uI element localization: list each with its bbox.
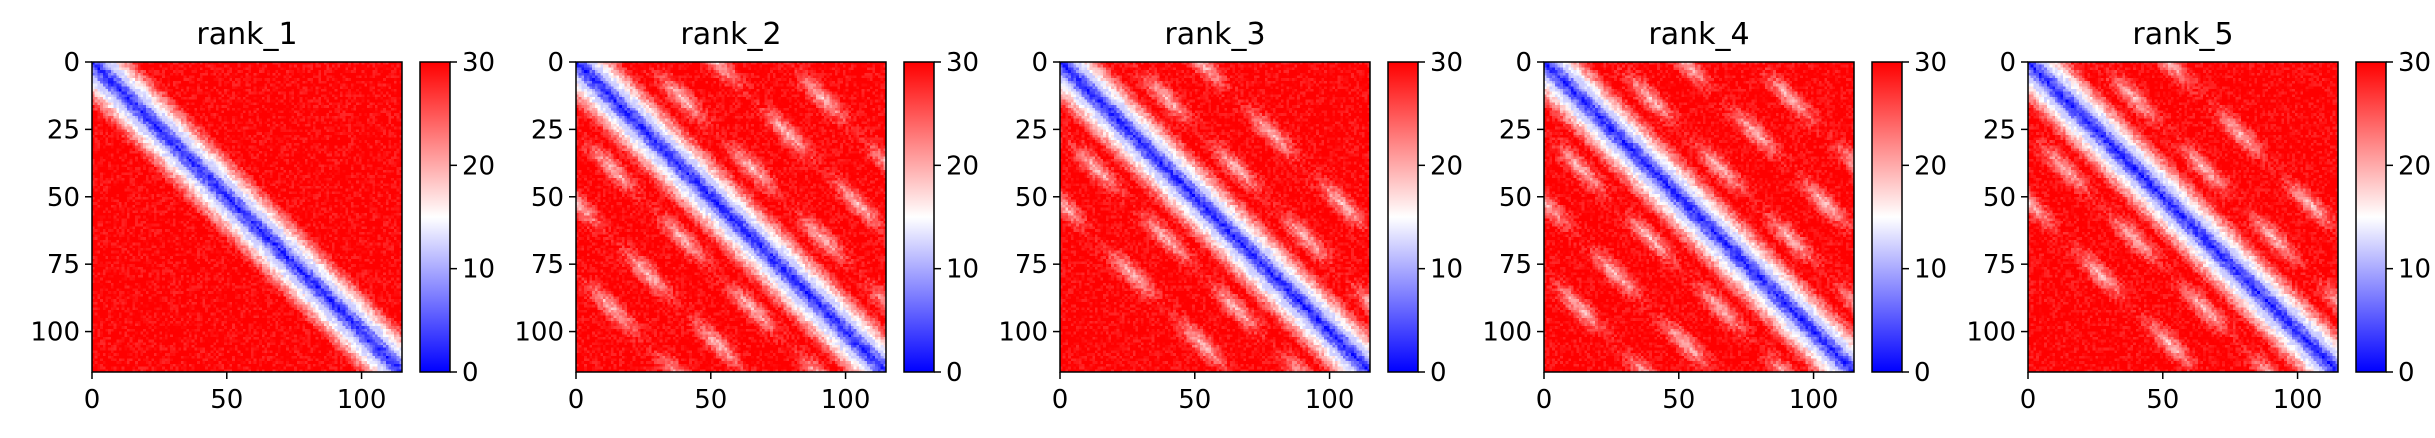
- y-tick-label: 75: [1499, 250, 1532, 280]
- colorbar-tick-label: 20: [1914, 151, 1947, 181]
- panel-title: rank_3: [1164, 17, 1265, 52]
- colorbar-tick-label: 30: [2398, 48, 2431, 78]
- panel-2: rank_2 0 50 100 0 25 50 75 100 0 10 20 30: [514, 17, 979, 415]
- y-tick-label: 75: [1983, 250, 2016, 280]
- panel-title: rank_1: [196, 17, 297, 52]
- colorbar-tick-label: 0: [946, 358, 963, 388]
- colorbar-tick-label: 0: [1430, 358, 1447, 388]
- panel-3: rank_3 0 50 100 0 25 50 75 100 0 10 20 30: [998, 17, 1463, 415]
- colorbar-tick-label: 20: [2398, 151, 2431, 181]
- y-tick-label: 25: [1499, 115, 1532, 145]
- y-tick-label: 25: [1015, 115, 1048, 145]
- y-tick-label: 0: [1515, 48, 1532, 78]
- colorbar-tick-label: 30: [1914, 48, 1947, 78]
- colorbar-tick-label: 20: [462, 151, 495, 181]
- panel-5: rank_5 0 50 100 0 25 50 75 100 0 10 20 30: [1966, 17, 2431, 415]
- colorbar: [903, 61, 935, 373]
- axes-frame: [575, 61, 887, 373]
- y-tick-label: 0: [1999, 48, 2016, 78]
- axes-frame: [91, 61, 403, 373]
- panel-title: rank_5: [2132, 17, 2233, 52]
- x-tick-label: 0: [84, 385, 101, 415]
- y-tick-label: 0: [1031, 48, 1048, 78]
- y-tick-label: 75: [531, 250, 564, 280]
- y-tick-label: 25: [531, 115, 564, 145]
- x-tick-label: 50: [1178, 385, 1211, 415]
- axes-frame: [1059, 61, 1371, 373]
- y-tick-label: 100: [1966, 318, 2016, 348]
- x-tick-label: 50: [2146, 385, 2179, 415]
- y-tick-label: 100: [1482, 318, 1532, 348]
- x-tick-label: 0: [1536, 385, 1553, 415]
- y-tick-label: 0: [63, 48, 80, 78]
- colorbar: [419, 61, 451, 373]
- heatmap-image: [92, 62, 402, 372]
- y-tick-label: 100: [514, 318, 564, 348]
- x-tick-label: 100: [337, 385, 387, 415]
- colorbar-tick-label: 0: [462, 358, 479, 388]
- x-tick-label: 100: [1789, 385, 1839, 415]
- y-tick-label: 75: [1015, 250, 1048, 280]
- x-tick-label: 100: [1305, 385, 1355, 415]
- y-tick-label: 0: [547, 48, 564, 78]
- y-tick-label: 50: [1499, 183, 1532, 213]
- axes-frame: [2027, 61, 2339, 373]
- y-tick-label: 100: [30, 318, 80, 348]
- x-tick-label: 0: [568, 385, 585, 415]
- x-tick-label: 0: [2020, 385, 2037, 415]
- y-tick-label: 50: [531, 183, 564, 213]
- y-tick-label: 50: [1015, 183, 1048, 213]
- y-tick-label: 75: [47, 250, 80, 280]
- colorbar-tick-label: 10: [462, 255, 495, 285]
- axes-frame: [1543, 61, 1855, 373]
- colorbar: [1871, 61, 1903, 373]
- colorbar: [1387, 61, 1419, 373]
- colorbar-tick-label: 20: [1430, 151, 1463, 181]
- x-tick-label: 50: [1662, 385, 1695, 415]
- x-tick-label: 100: [2273, 385, 2323, 415]
- x-tick-label: 50: [210, 385, 243, 415]
- colorbar-tick-label: 0: [1914, 358, 1931, 388]
- panel-title: rank_2: [680, 17, 781, 52]
- panel-1: rank_1 0 50 100 0 25 50 75 100 0 10 20 30: [30, 17, 495, 415]
- heatmap-image: [1544, 62, 1854, 372]
- colorbar-tick-label: 10: [1914, 255, 1947, 285]
- y-tick-label: 25: [47, 115, 80, 145]
- x-tick-label: 50: [694, 385, 727, 415]
- heatmap-image: [2028, 62, 2338, 372]
- colorbar-tick-label: 30: [462, 48, 495, 78]
- colorbar-tick-label: 10: [946, 255, 979, 285]
- heatmap-image: [1060, 62, 1370, 372]
- colorbar-tick-label: 30: [946, 48, 979, 78]
- colorbar-tick-label: 0: [2398, 358, 2415, 388]
- colorbar-tick-label: 20: [946, 151, 979, 181]
- panel-title: rank_4: [1648, 17, 1749, 52]
- colorbar-tick-label: 10: [2398, 255, 2431, 285]
- colorbar-tick-label: 10: [1430, 255, 1463, 285]
- panel-4: rank_4 0 50 100 0 25 50 75 100 0 10 20 30: [1482, 17, 1947, 415]
- colorbar: [2355, 61, 2387, 373]
- y-tick-label: 50: [1983, 183, 2016, 213]
- heatmap-image: [576, 62, 886, 372]
- y-tick-label: 50: [47, 183, 80, 213]
- y-tick-label: 25: [1983, 115, 2016, 145]
- y-tick-label: 100: [998, 318, 1048, 348]
- x-tick-label: 0: [1052, 385, 1069, 415]
- colorbar-tick-label: 30: [1430, 48, 1463, 78]
- x-tick-label: 100: [821, 385, 871, 415]
